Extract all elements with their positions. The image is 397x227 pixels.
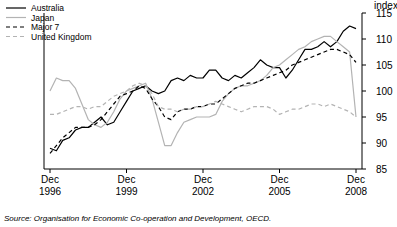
x-tick-label-line: 2002 (192, 186, 215, 197)
series-line (50, 83, 356, 117)
x-tick (126, 169, 127, 173)
series-line (50, 26, 356, 151)
x-tick-label-line: Dec (271, 174, 289, 185)
chart: 859095100105110115indexDec1996Dec1999Dec… (0, 0, 397, 227)
x-tick-label: Dec2002 (192, 174, 215, 197)
x-tick-label-line: Dec (118, 174, 136, 185)
y-axis-label: index (374, 0, 397, 11)
y-tick-label: 85 (376, 164, 388, 175)
y-tick-label: 90 (376, 138, 388, 149)
y-tick (362, 13, 366, 14)
legend-label: Major 7 (31, 22, 60, 32)
legend-swatch (6, 36, 26, 37)
y-tick (362, 143, 366, 144)
x-tick-label-line: 1999 (115, 186, 138, 197)
y-tick-label: 105 (376, 60, 393, 71)
legend-swatch (6, 17, 26, 18)
legend-swatch (6, 7, 26, 8)
series-line (50, 36, 356, 145)
x-tick-label-line: Dec (194, 174, 212, 185)
legend-label: Japan (31, 13, 54, 23)
y-tick (362, 169, 366, 170)
x-tick-label: Dec2008 (345, 174, 368, 197)
legend-label: Australia (31, 3, 64, 13)
series-line (50, 49, 356, 153)
x-tick (279, 169, 280, 173)
x-tick (50, 169, 51, 173)
x-tick-label-line: 1996 (39, 186, 62, 197)
x-tick (356, 169, 357, 173)
x-tick-label: Dec1996 (39, 174, 62, 197)
x-tick-label-line: Dec (347, 174, 365, 185)
y-tick-label: 110 (376, 34, 392, 45)
y-tick (362, 117, 366, 118)
x-tick-label-line: 2008 (345, 186, 368, 197)
source-note: Source: Organisation for Economic Co-ope… (4, 214, 271, 223)
y-tick (362, 39, 366, 40)
x-tick-label-line: Dec (41, 174, 59, 185)
y-tick (362, 65, 366, 66)
y-tick-label: 100 (376, 86, 393, 97)
legend-swatch (6, 26, 26, 27)
y-tick-label: 95 (376, 112, 388, 123)
legend-label: United Kingdom (31, 32, 91, 42)
legend: AustraliaJapanMajor 7United Kingdom (6, 3, 91, 42)
series-group (50, 26, 356, 153)
x-tick-label: Dec2005 (268, 174, 291, 197)
x-tick-label-line: 2005 (268, 186, 291, 197)
x-tick-label: Dec1999 (115, 174, 138, 197)
y-tick (362, 91, 366, 92)
x-tick (203, 169, 204, 173)
